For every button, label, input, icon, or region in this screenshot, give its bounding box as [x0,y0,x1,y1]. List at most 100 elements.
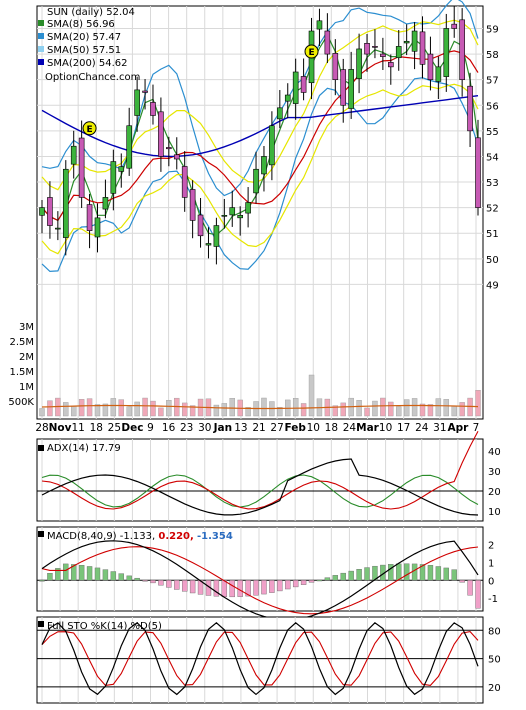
volume-bar [39,408,45,417]
volume-bar [134,401,140,417]
macd-histogram-bar [110,571,117,581]
macd-histogram-bar [475,580,481,609]
candle-body [284,94,291,102]
volume-bar [261,397,267,417]
macd-histogram-bar [427,565,434,581]
legend-sma200: SMA(200) 54.62 [47,58,128,69]
macd-histogram-bar [158,580,164,586]
macd-histogram-bar [419,564,426,581]
legend-sma20: SMA(20) 57.47 [47,32,121,43]
macd-histogram-bar [411,563,418,581]
legend-swatch-sma20 [38,33,44,39]
volume-bar [427,404,434,417]
legend-swatch-sma50 [38,46,44,52]
adx-lines [41,430,479,516]
macd-histogram-bar [340,572,346,581]
x-tick-label: Dec [121,422,143,434]
volume-bar [388,401,394,417]
x-tick-label: Mar [356,422,380,434]
price-y-axis: 49 50 51 52 53 54 55 56 57 58 59 [486,24,499,291]
candle-body [166,147,172,150]
candle-body [47,197,53,226]
macd-histogram-bar [102,569,109,581]
volume-bar [166,400,172,417]
candle-body [118,166,125,172]
candle-body [435,66,442,82]
candle-body [158,111,164,157]
volume-bar [332,405,339,417]
candle-body [110,161,117,194]
candle-body [150,102,156,116]
candle-body [316,20,323,30]
x-tick-label: Jan [213,422,232,434]
macd-histogram-bar [316,579,323,582]
candle-body [324,30,331,55]
candle-body [261,156,267,175]
macd-histogram-bar [78,565,85,581]
macd-histogram [39,563,481,609]
macd-histogram-bar [435,566,442,581]
macd-tick-label: -1 [488,594,498,605]
x-tick-label: 11 [71,422,84,434]
macd-histogram-bar [285,580,291,590]
x-tick-label: 17 [397,422,410,434]
candle-body [55,227,61,230]
volume-bar [245,407,251,417]
candle-body [364,42,370,55]
x-tick-label: 24 [415,422,429,434]
candle-body [467,85,473,132]
macd-histogram-bar [261,580,267,595]
macd-title: MACD(8,40,9) -1.133, 0.220, -1.354 [47,531,233,542]
price-panel-frame [36,5,484,420]
macd-histogram-bar [47,573,53,581]
volume-bar [396,406,402,417]
earnings-marker [304,44,319,59]
volume-bar [47,400,53,417]
price-tick-label: 55 [486,127,499,138]
volume-bar [158,407,164,417]
macd-swatch [38,531,44,537]
candle-body [126,125,132,169]
x-tick-label: 25 [108,422,121,434]
sto-panel: 20 50 80 Full STO %K(14) %D(5) [36,616,501,704]
volume-bar [78,399,85,417]
macd-histogram-bar [174,580,180,590]
candle-body [411,30,418,52]
x-tick-label: 24 [343,422,357,434]
price-panel: 49 50 51 52 53 54 55 56 57 58 59 3M 2.5M 2M 1.5M 1M 500… [8,0,499,420]
adx-line [41,458,479,516]
macd-hist-value: -1.354 [197,531,233,542]
macd-histogram-bar [396,563,402,581]
price-tick-label: 58 [486,50,499,61]
candle-body [387,62,394,68]
macd-y-axis: -1 0 1 2 [488,540,498,605]
volume-bar [403,399,410,417]
macd-histogram-bar [181,580,188,592]
macd-histogram-bar [324,577,331,581]
volume-bar [451,406,457,417]
price-grid [37,6,483,419]
candle-body [86,204,93,231]
volume-y-axis: 3M 2.5M 2M 1.5M 1M 500K [8,322,34,408]
sto-title: Full STO %K(14) %D(5) [47,621,162,632]
candle-body [197,214,204,237]
macd-histogram-bar [118,573,124,581]
volume-bar [380,397,386,417]
volume-tick-label: 1.5M [9,367,34,378]
adx-y-axis: 10 20 30 40 [488,447,501,518]
volume-bar [189,405,196,417]
macd-tick-label: 2 [488,540,494,551]
adx-swatch [38,445,44,451]
x-tick-label: 23 [180,422,193,434]
chart-title: SUN (daily) 52.04 [47,7,135,18]
volume-bar [94,404,101,417]
candle-body [372,46,378,48]
macd-tick-label: 1 [488,558,494,569]
macd-histogram-bar [253,580,259,596]
volume-bar [229,398,235,417]
macd-line [41,540,479,621]
price-tick-label: 59 [486,24,499,35]
macd-histogram-bar [189,580,196,594]
macd-histogram-bar [300,580,307,585]
macd-histogram-bar [308,580,315,583]
